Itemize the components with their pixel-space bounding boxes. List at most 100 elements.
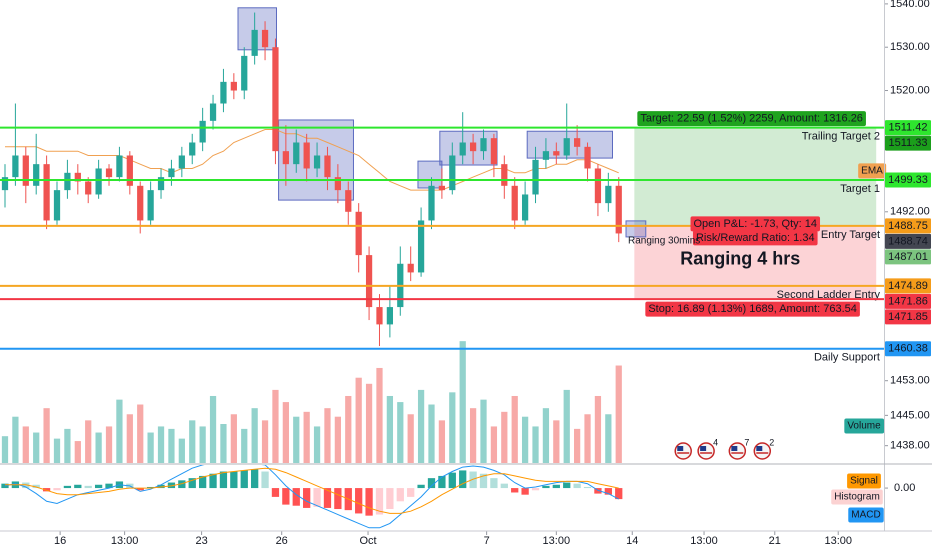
volume-bar: [345, 395, 352, 463]
level-name: Second Ladder Entry: [777, 289, 881, 301]
event-flag: [753, 442, 772, 460]
candle-body: [574, 138, 581, 147]
volume-bar: [199, 426, 206, 463]
candle-body: [334, 177, 341, 191]
volume-bar: [251, 408, 258, 463]
volume-bar: [594, 395, 602, 463]
volume-bar: [521, 416, 529, 463]
volume-bar: [74, 441, 81, 463]
candle-body: [251, 29, 258, 56]
histogram-bar: [511, 488, 519, 493]
range-box: [417, 160, 443, 189]
volume-bar: [407, 414, 414, 463]
candle-body: [282, 151, 289, 165]
volume-bar: [33, 432, 40, 463]
histogram-bar: [459, 470, 467, 489]
histogram-bar: [219, 471, 228, 489]
histogram-bar: [230, 471, 238, 489]
histogram-bar: [84, 485, 92, 489]
histogram-bar: [490, 478, 498, 489]
volume-bar: [397, 402, 404, 463]
event-flag: [728, 442, 747, 460]
volume-bar: [313, 426, 321, 463]
volume-bar: [53, 438, 61, 463]
histogram-bar: [292, 488, 300, 506]
histogram-bar: [438, 475, 446, 489]
histogram-bar: [573, 483, 581, 489]
histogram-bar: [500, 483, 508, 489]
histogram-bar: [178, 480, 186, 489]
price-label-box: [885, 309, 931, 325]
candle-body: [74, 172, 81, 182]
price-label: 1460.38: [888, 343, 928, 355]
candle-body: [22, 155, 29, 186]
histogram-bar: [396, 488, 404, 502]
candle-body: [43, 164, 50, 221]
volume-bar: [261, 420, 269, 463]
candle-body: [469, 142, 477, 152]
histogram-bar: [105, 483, 113, 489]
volume-bar: [189, 420, 196, 463]
overlay: Target: 22.59 (1.52%) 2259, Amount: 1316…: [54, 0, 931, 547]
candle-body: [64, 172, 71, 191]
rr-text-box: [692, 230, 818, 246]
y-tick-label: 1520.00: [890, 84, 930, 96]
histogram-bar: [521, 488, 529, 495]
histogram-bar: [323, 488, 332, 508]
signal-label-box: [847, 473, 881, 489]
histogram-bar: [136, 488, 144, 491]
candle-body: [501, 164, 508, 186]
histogram-bar: [282, 488, 290, 505]
ema-tag: EMA: [861, 165, 883, 176]
volume-bar: [324, 408, 331, 463]
event-flag: [697, 442, 715, 460]
volume-bar: [417, 389, 425, 463]
histogram-bar: [313, 488, 321, 507]
candle-body: [95, 168, 102, 195]
candle-body: [12, 155, 19, 178]
volume-bar: [157, 426, 165, 463]
candle-body: [490, 138, 498, 165]
level-name: Daily Support: [814, 352, 880, 364]
candle-body: [480, 138, 487, 152]
volume-bar: [272, 389, 279, 463]
signal-line: [5, 467, 619, 514]
y-tick-label: 1438.00: [890, 440, 930, 452]
histogram-bar: [303, 488, 311, 508]
candle-body: [428, 185, 435, 221]
histogram-bar: [479, 473, 488, 489]
stop-text: Stop: 16.89 (1.13%) 1689, Amount: 763.54: [648, 303, 857, 315]
volume-bar: [209, 395, 217, 463]
stop-text-box: [645, 301, 860, 317]
price-label: 1487.01: [888, 251, 928, 263]
level-name: Target 1: [840, 183, 880, 195]
x-tick-label: 14: [626, 535, 638, 547]
histogram-bar: [146, 486, 155, 489]
histogram-bar: [615, 488, 623, 500]
histogram-bar: [531, 488, 540, 491]
x-tick-label: 7: [484, 535, 490, 547]
volume-bar: [438, 420, 446, 463]
volume-bar: [532, 426, 539, 463]
volume-bar: [12, 416, 19, 463]
candle-body: [355, 211, 362, 256]
histogram-bar: [94, 484, 103, 489]
volume-bar: [553, 420, 560, 463]
range-box: [625, 220, 647, 238]
macd-pane: [1, 465, 623, 529]
volume-bar: [574, 428, 581, 463]
histogram-bar: [167, 482, 176, 489]
histogram-bar: [53, 488, 61, 491]
candle-body: [137, 185, 144, 221]
event-count: 7: [744, 437, 749, 447]
target-text: Target: 22.59 (1.52%) 2259, Amount: 1316…: [640, 113, 863, 125]
candle-body: [293, 142, 300, 165]
level-name: Entry Target: [821, 229, 880, 241]
candle-body: [605, 185, 612, 204]
volume-bar: [178, 438, 185, 463]
candle-body: [459, 142, 466, 156]
volume-bar: [469, 408, 477, 463]
candle-body: [563, 138, 570, 156]
candle-body: [542, 151, 550, 160]
